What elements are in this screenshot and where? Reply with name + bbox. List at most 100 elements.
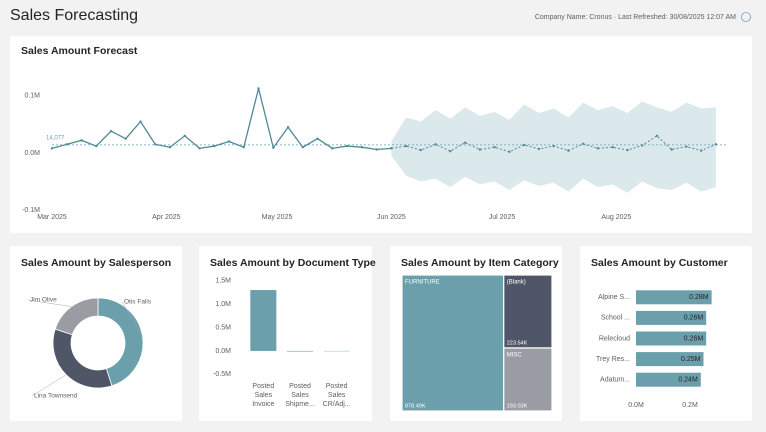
forecast-line-point bbox=[596, 147, 600, 150]
chart-title: Sales Amount by Customer bbox=[591, 257, 728, 269]
actual-line-point bbox=[50, 147, 54, 150]
forecast-line-point bbox=[685, 145, 688, 148]
actual-line-point bbox=[316, 137, 319, 140]
x-tick-label: Apr 2025 bbox=[152, 214, 181, 221]
cell-label: MISC bbox=[507, 353, 523, 359]
actual-line-point bbox=[301, 146, 305, 149]
forecast-line-point bbox=[434, 143, 437, 146]
x-tick-label: May 2025 bbox=[262, 214, 293, 221]
y-tick-label: 0.1M bbox=[24, 93, 40, 100]
forecast-line-point bbox=[522, 143, 526, 147]
actual-line-point bbox=[331, 147, 334, 150]
forecast-line-point bbox=[714, 143, 718, 146]
y-tick-label: Relecloud bbox=[599, 335, 630, 342]
actual-line-point bbox=[257, 87, 260, 90]
value-label: 0.26M bbox=[684, 335, 704, 342]
forecast-line-point bbox=[390, 147, 393, 150]
forecast-line-point bbox=[552, 144, 555, 148]
chart-title: Sales Amount Forecast bbox=[21, 45, 138, 57]
bar bbox=[636, 290, 712, 305]
help-icon[interactable] bbox=[741, 12, 751, 22]
forecast-line-point bbox=[537, 147, 541, 151]
slice-label: Lina Townsend bbox=[34, 393, 78, 400]
cell-value: 193.03K bbox=[507, 403, 528, 409]
cell-value: 223.54K bbox=[507, 340, 528, 346]
x-tick-label: 0.2M bbox=[682, 402, 698, 409]
forecast-line-point bbox=[670, 148, 673, 151]
forecast-line-point bbox=[449, 150, 452, 153]
forecast-line-point bbox=[404, 144, 408, 148]
actual-line-point bbox=[65, 143, 68, 146]
actual-line-point bbox=[286, 126, 290, 129]
value-label: 0.24M bbox=[678, 377, 698, 384]
forecast-line-point bbox=[419, 148, 423, 152]
leader-line bbox=[121, 301, 143, 337]
chart-title: Sales Amount by Salesperson bbox=[21, 257, 171, 269]
treemap-cell bbox=[401, 274, 505, 412]
treemap-cell bbox=[503, 274, 553, 349]
reference-label: 14,077 bbox=[46, 135, 65, 141]
forecast-line-point bbox=[581, 142, 585, 145]
forecast-line-point bbox=[463, 141, 467, 144]
bar bbox=[287, 350, 313, 352]
card bbox=[10, 246, 182, 421]
cell-label: (Blank) bbox=[507, 280, 526, 286]
donut-slice bbox=[97, 297, 144, 387]
forecast-line-point bbox=[655, 134, 659, 137]
leader-line bbox=[27, 299, 72, 307]
y-tick-label: 0.0M bbox=[215, 348, 231, 355]
actual-line-point bbox=[272, 146, 275, 149]
bar bbox=[636, 310, 707, 325]
x-tick-label: Aug 2025 bbox=[601, 214, 631, 221]
treemap-cell bbox=[503, 347, 553, 412]
actual-line-point bbox=[95, 144, 98, 148]
chart-title: Sales Amount by Document Type bbox=[210, 257, 376, 269]
actual-line-point bbox=[198, 147, 201, 150]
bar bbox=[250, 290, 277, 351]
forecast-line-point bbox=[626, 148, 629, 152]
actual-line-point bbox=[124, 137, 127, 140]
donut-slice bbox=[54, 297, 99, 336]
x-tick-label: Posted Sales Shipme... bbox=[285, 383, 315, 408]
bar bbox=[323, 350, 350, 352]
forecast-line-point bbox=[640, 144, 644, 147]
slice-label: Jim Olive bbox=[30, 297, 57, 304]
actual-line-point bbox=[168, 146, 172, 149]
actual-line-point bbox=[109, 130, 113, 133]
y-tick-label: 0.0M bbox=[24, 150, 40, 157]
actual-line-point bbox=[183, 134, 186, 137]
page-title: Sales Forecasting bbox=[10, 7, 138, 24]
actual-line-point bbox=[154, 143, 157, 146]
x-tick-label: Jul 2025 bbox=[489, 214, 516, 221]
y-tick-label: Alpine S... bbox=[598, 294, 630, 301]
y-tick-label: 1.0M bbox=[215, 301, 231, 308]
forecast-line-point bbox=[699, 149, 703, 152]
bar bbox=[636, 372, 701, 387]
refresh-info: Company Name: Cronus · Last Refreshed: 3… bbox=[535, 14, 736, 21]
actual-line-point bbox=[345, 144, 349, 148]
actual-line-point bbox=[360, 146, 364, 149]
card bbox=[199, 246, 372, 421]
value-label: 0.26M bbox=[684, 315, 704, 322]
slice-label: Otis Falls bbox=[124, 299, 152, 306]
actual-line-point bbox=[375, 148, 378, 151]
leader-line bbox=[31, 374, 67, 397]
y-tick-label: Trey Res... bbox=[596, 356, 630, 363]
bar bbox=[636, 331, 707, 346]
value-label: 0.28M bbox=[689, 294, 709, 301]
forecast-line-point bbox=[493, 146, 496, 149]
actual-line-point bbox=[80, 139, 83, 142]
actual-line-point bbox=[227, 140, 231, 143]
actual-line-point bbox=[242, 146, 246, 149]
y-tick-label: -0.5M bbox=[213, 371, 231, 378]
y-tick-label: 1.5M bbox=[215, 278, 231, 285]
y-tick-label: -0.1M bbox=[22, 207, 40, 214]
cell-label: FURNITURE bbox=[405, 280, 440, 286]
actual-line bbox=[51, 88, 392, 151]
x-tick-label: 0.0M bbox=[628, 402, 644, 409]
actual-line-point bbox=[139, 120, 142, 123]
x-tick-label: Jun 2025 bbox=[377, 214, 406, 221]
bar bbox=[636, 352, 704, 367]
